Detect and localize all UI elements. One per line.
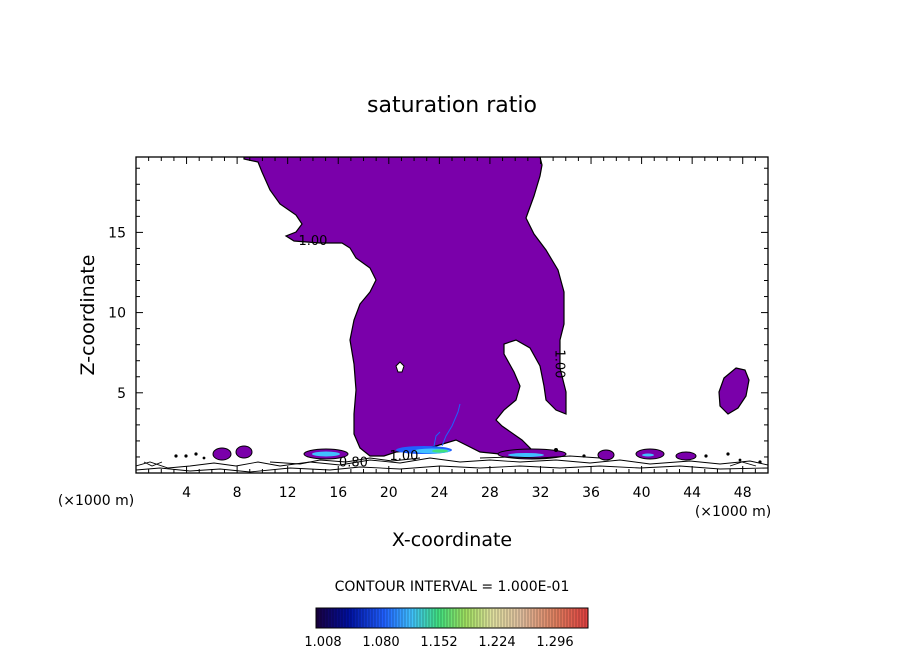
x-tick-label: 28	[481, 485, 499, 501]
y-tick-label: 5	[117, 386, 126, 402]
x-tick-label: 24	[430, 485, 448, 501]
colorbar: 1.008 1.080 1.152 1.224 1.296	[304, 607, 589, 650]
cell	[235, 445, 253, 459]
core-green	[432, 449, 448, 453]
x-unit-label-left: (×1000 m)	[58, 493, 134, 509]
cell	[212, 447, 232, 461]
x-tick-label: 44	[683, 485, 701, 501]
x-tick-label: 48	[734, 485, 752, 501]
colorbar-ticks: 1.008 1.080 1.152 1.224 1.296	[304, 635, 573, 650]
cell	[675, 451, 697, 461]
core-streak	[441, 403, 461, 447]
x-axis-label: X-coordinate	[392, 529, 512, 551]
x-tick-label: 20	[380, 485, 398, 501]
x-tick-label: 32	[532, 485, 550, 501]
contour-label: 1.00	[298, 234, 327, 249]
contour-interval-text: CONTOUR INTERVAL = 1.000E-01	[335, 579, 570, 595]
x-tick-label: 12	[279, 485, 297, 501]
y-tick-label: 15	[108, 225, 126, 241]
core-cyan	[508, 453, 544, 457]
colorbar-tick-label: 1.080	[362, 635, 399, 650]
x-tick-label: 4	[182, 485, 191, 501]
colorbar-tick-label: 1.224	[478, 635, 515, 650]
colorbar-tick-label: 1.008	[304, 635, 341, 650]
y-axis: 5 10 15	[108, 167, 768, 458]
tiny-cells	[174, 448, 762, 464]
contour-label: 0.80	[339, 456, 368, 471]
core-cyan	[642, 453, 654, 457]
contour-label: 1.00	[389, 449, 418, 464]
colorbar-gradient	[315, 607, 589, 629]
core-cyan	[312, 451, 340, 457]
contour-fill-regions	[136, 157, 768, 473]
contour-label: 1.00	[552, 349, 567, 378]
main-plume-region	[243, 157, 567, 457]
colorbar-tick-label: 1.152	[420, 635, 457, 650]
x-unit-label-right: (×1000 m)	[695, 504, 771, 520]
colorbar-stripes	[317, 609, 586, 627]
surface-contours	[136, 455, 768, 473]
x-tick-label: 8	[233, 485, 242, 501]
x-tick-label: 16	[329, 485, 347, 501]
chart-title: saturation ratio	[367, 93, 537, 118]
core-streak	[433, 431, 441, 447]
y-axis-label: Z-coordinate	[77, 255, 99, 376]
right-blob-region	[718, 367, 750, 415]
y-tick-label: 10	[108, 306, 126, 322]
cell	[597, 449, 615, 461]
x-tick-label: 40	[633, 485, 651, 501]
colorbar-tick-label: 1.296	[536, 635, 573, 650]
x-tick-label: 36	[582, 485, 600, 501]
contour-labels: 1.00 1.00 0.80 1.00	[298, 234, 566, 470]
x-axis: 4 8 12 16 20 24 28 32 36 40 44 48	[148, 157, 756, 501]
plume-hole	[395, 361, 405, 373]
